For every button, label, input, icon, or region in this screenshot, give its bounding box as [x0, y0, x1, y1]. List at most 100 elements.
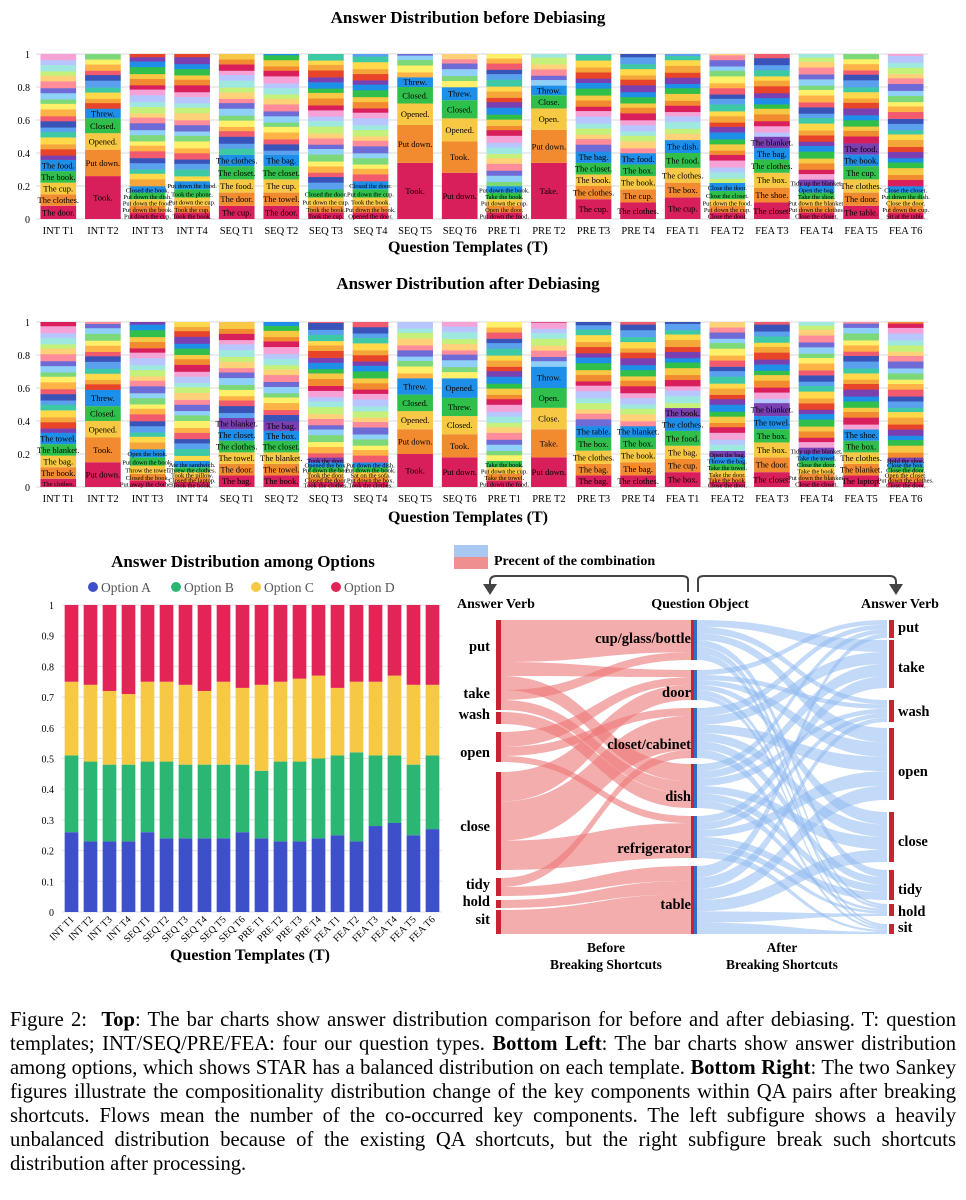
mid-segment-label: The clothes. — [573, 452, 615, 462]
mid-bar-segment — [308, 434, 344, 443]
sankey-object-label: dish — [665, 789, 691, 805]
sankey-right-node — [889, 640, 894, 688]
mid-bar-segment — [575, 369, 612, 376]
mid-bar-segment — [664, 379, 701, 387]
top-bar-segment — [352, 153, 389, 159]
mid-bar-segment — [798, 467, 835, 474]
mid-bar-segment — [174, 322, 210, 327]
top-segment-label: The food. — [220, 181, 253, 191]
top-bar-segment — [40, 120, 77, 128]
mid-bar-segment — [575, 346, 612, 354]
mid-bar-segment — [174, 443, 210, 450]
mid-bar-segment — [575, 381, 612, 386]
sankey-after-flow — [697, 624, 887, 717]
sankey-object-label: table — [660, 897, 691, 913]
top-bar-segment — [352, 101, 389, 109]
mid-segment-label: The book. — [41, 468, 75, 478]
sankey-left-node — [496, 900, 501, 908]
top-bar-segment — [754, 104, 790, 109]
top-bar-segment — [352, 197, 389, 206]
top-bar-segment — [441, 58, 478, 64]
top-bar-segment — [709, 160, 746, 168]
mid-segment-label: The door. — [220, 465, 253, 475]
mid-bar-segment — [263, 353, 300, 359]
mid-segment-label: Closed the book. — [126, 475, 170, 482]
top-bar-segment — [352, 108, 389, 113]
top-bar-segment — [887, 62, 924, 68]
top-bar-segment — [664, 153, 701, 168]
top-bar-segment — [352, 124, 389, 131]
mid-bar-segment — [174, 432, 210, 440]
top-bar-segment — [620, 153, 656, 165]
top-bar-segment — [308, 148, 344, 155]
sankey-right-node — [889, 924, 894, 934]
sankey-left-verb-label: sit — [476, 912, 491, 928]
sankey-mid-node-right — [694, 670, 697, 700]
top-bar: The door. The towel. The cup. The closet. Th… — [263, 54, 300, 219]
top-bar-segment — [352, 129, 389, 137]
top-bar-segment — [575, 199, 612, 219]
mid-bar: The closet. The door. The box. The box. The … — [751, 322, 793, 487]
mid-bar-segment — [664, 407, 701, 418]
mid-bar-segment — [352, 449, 389, 456]
mid-bar-segment — [85, 361, 121, 369]
mid-bar-segment — [486, 327, 523, 333]
mid-bar: Put down. Took. Opened. Closed. Threw. — [85, 322, 121, 487]
mid-segment-label: Threw the clothes. — [168, 468, 217, 475]
mid-segment-label: Took the book. — [173, 483, 212, 490]
mid-bar-segment — [664, 329, 701, 335]
options-bar-segment — [83, 605, 98, 685]
top-bar-segment — [664, 83, 701, 89]
mid-segment-label: The bag. — [43, 456, 73, 466]
top-segment-label: Closed the door. — [305, 191, 348, 198]
top-segment-label: Threw. — [403, 77, 427, 87]
top-bar-segment — [709, 76, 746, 84]
options-bar-segment — [159, 681, 174, 762]
sankey-object-label: cup/glass/bottle — [595, 631, 691, 647]
mid-segment-label: Put down the cup. — [481, 469, 528, 476]
top-bar-segment — [664, 121, 701, 129]
sankey-legend-label: Precent of the combination — [494, 554, 655, 569]
top-bar-segment — [887, 167, 924, 176]
top-segment-label: The box. — [623, 165, 653, 175]
top-bar-segment — [709, 66, 746, 71]
top-bar-segment — [709, 122, 746, 127]
mid-bar-segment — [352, 477, 389, 483]
mid-segment-label: Closed. — [447, 420, 473, 430]
mid-bar-segment — [754, 352, 790, 360]
mid-bar-segment — [174, 482, 210, 487]
legend-label-option-c: Option C — [264, 580, 314, 595]
mid-bar-segment — [486, 322, 523, 328]
top-segment-label: Open the door. — [485, 207, 524, 214]
top-bar-segment — [129, 157, 166, 164]
mid-bar-segment — [174, 472, 210, 478]
mid-bar-segment — [664, 458, 701, 473]
mid-bar-segment — [129, 397, 166, 405]
mid-bar-segment — [620, 397, 656, 405]
top-bar-segment — [129, 162, 166, 170]
mid-bar-segment — [887, 401, 924, 408]
top-bar-segment — [352, 73, 389, 81]
mid-bar-segment — [486, 439, 523, 445]
mid-bar-segment — [85, 368, 121, 374]
mid-stacked-bar-chart: Answer Distribution after Debiasing Ques… — [18, 274, 935, 526]
top-bar-segment — [486, 147, 523, 154]
top-bar-segment — [754, 86, 790, 94]
mid-segment-label: The table. — [577, 427, 611, 437]
mid-segment-label: Open the closet. — [885, 473, 927, 480]
top-bar-segment — [486, 54, 523, 59]
top-segment-label: Threw. — [448, 89, 472, 99]
mid-bar-segment — [40, 478, 77, 487]
mid-segment-label: The book. — [665, 408, 699, 418]
top-bar-segment — [798, 141, 835, 147]
mid-bar-segment — [85, 355, 121, 362]
top-bar-segment — [531, 64, 567, 70]
top-bar-segment — [575, 134, 612, 140]
top-bar-segment — [709, 70, 746, 77]
mid-bar-segment — [85, 323, 121, 329]
mid-bar-segment — [397, 360, 433, 367]
top-bar-segment — [40, 137, 77, 145]
top-bar-segment — [263, 166, 300, 180]
sankey-mid-node-right — [694, 708, 697, 758]
mid-segment-label: Close the door. — [886, 468, 926, 475]
